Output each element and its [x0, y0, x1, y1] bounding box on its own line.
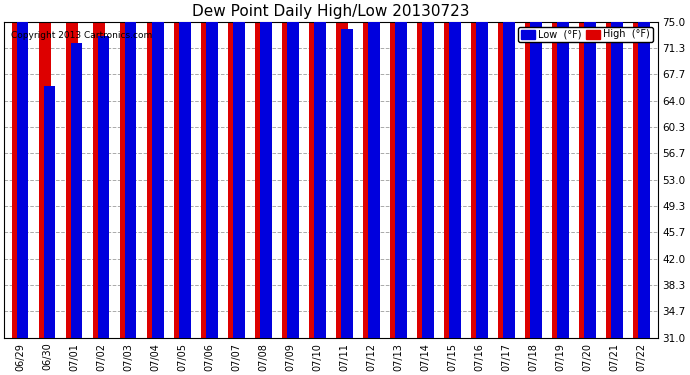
Bar	[206, 0, 217, 338]
Bar	[498, 0, 510, 338]
Bar	[201, 0, 213, 338]
Bar	[66, 0, 77, 338]
Bar	[476, 0, 488, 338]
Bar	[152, 0, 164, 338]
Bar	[395, 0, 406, 338]
Bar	[530, 0, 542, 338]
Bar	[503, 0, 515, 338]
Bar	[93, 0, 105, 338]
Bar	[120, 0, 132, 338]
Bar	[558, 0, 569, 338]
Bar	[449, 0, 461, 338]
Text: Copyright 2013 Cartronics.com: Copyright 2013 Cartronics.com	[11, 31, 152, 40]
Bar	[553, 0, 564, 338]
Bar	[611, 0, 622, 338]
Legend: Low  (°F), High  (°F): Low (°F), High (°F)	[518, 27, 653, 42]
Bar	[336, 0, 348, 338]
Bar	[584, 0, 595, 338]
Bar	[260, 0, 272, 338]
Bar	[471, 0, 483, 338]
Bar	[417, 0, 428, 338]
Bar	[233, 0, 244, 338]
Bar	[607, 0, 618, 338]
Bar	[147, 0, 159, 338]
Bar	[444, 0, 455, 338]
Bar	[638, 0, 649, 338]
Bar	[314, 0, 326, 338]
Bar	[175, 0, 186, 338]
Bar	[98, 36, 110, 338]
Bar	[39, 0, 50, 338]
Bar	[364, 0, 375, 338]
Bar	[282, 0, 294, 338]
Bar	[580, 0, 591, 338]
Bar	[17, 0, 28, 338]
Bar	[633, 0, 644, 338]
Bar	[125, 0, 137, 338]
Bar	[342, 29, 353, 338]
Bar	[525, 0, 537, 338]
Bar	[179, 0, 190, 338]
Bar	[255, 0, 266, 338]
Bar	[228, 0, 239, 338]
Bar	[71, 43, 83, 338]
Bar	[391, 0, 402, 338]
Bar	[287, 0, 299, 338]
Bar	[44, 86, 55, 338]
Bar	[368, 0, 380, 338]
Bar	[422, 0, 433, 338]
Bar	[12, 0, 23, 338]
Title: Dew Point Daily High/Low 20130723: Dew Point Daily High/Low 20130723	[193, 4, 470, 19]
Bar	[309, 0, 321, 338]
